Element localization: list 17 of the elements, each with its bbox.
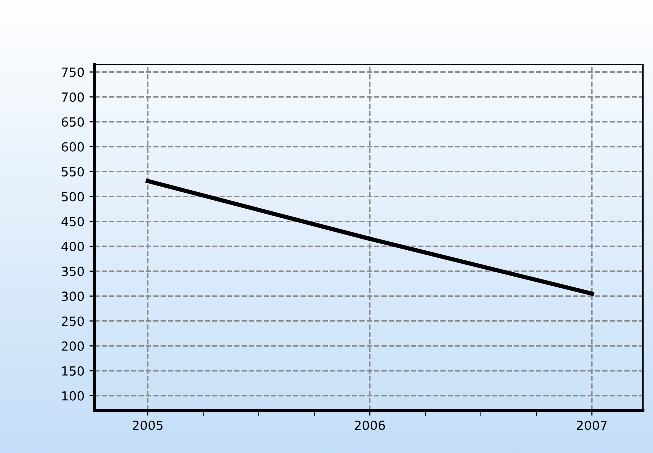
y-tick-label: 400: [62, 242, 84, 252]
y-tick-label: 150: [62, 366, 84, 376]
y-tick-label: 650: [62, 118, 84, 127]
y-tick-label: 450: [62, 217, 84, 227]
x-tick-label: 2007: [577, 420, 607, 430]
y-tick-label: 200: [62, 342, 84, 352]
y-tick-label: 300: [62, 292, 84, 302]
y-tick-label: 250: [62, 316, 84, 326]
x-tick-label: 2005: [132, 420, 163, 430]
y-tick-label: 600: [62, 142, 84, 152]
y-tick-label: 350: [62, 266, 84, 276]
y-tick-label: 700: [62, 92, 84, 102]
y-tick-label: 550: [62, 167, 84, 177]
y-tick-label: 100: [62, 391, 84, 401]
y-tick-label: 500: [62, 192, 84, 202]
y-tick-label: 750: [62, 68, 84, 78]
x-tick-label: 2006: [355, 420, 386, 430]
